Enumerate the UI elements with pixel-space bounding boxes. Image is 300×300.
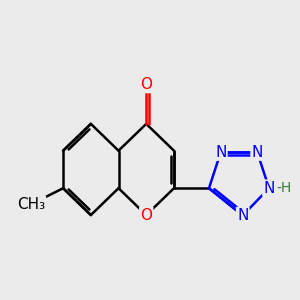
Text: -H: -H (276, 181, 291, 195)
Text: N: N (263, 181, 275, 196)
Text: O: O (140, 208, 152, 223)
Text: N: N (237, 208, 248, 223)
Text: N: N (251, 145, 263, 160)
Text: CH₃: CH₃ (17, 197, 45, 212)
Text: O: O (140, 77, 152, 92)
Text: N: N (215, 145, 226, 160)
